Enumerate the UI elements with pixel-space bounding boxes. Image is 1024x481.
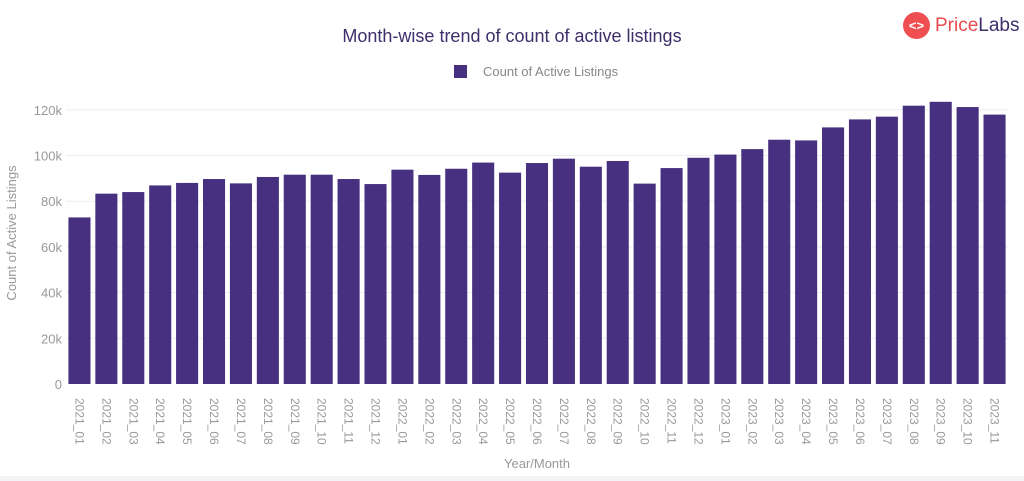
x-tick-label: 2021_11	[342, 398, 356, 444]
code-brackets-icon: <>	[903, 12, 930, 39]
legend[interactable]: Count of Active Listings	[454, 64, 618, 79]
x-tick-label: 2021_12	[369, 398, 383, 445]
bar	[822, 127, 845, 384]
bar	[687, 157, 710, 384]
x-tick-label: 2023_05	[826, 398, 840, 445]
x-tick-label: 2023_11	[988, 398, 1002, 444]
bar	[633, 183, 656, 384]
bar	[525, 163, 549, 384]
x-tick-label: 2023_08	[907, 398, 921, 445]
x-tick-label: 2022_12	[691, 398, 705, 445]
bar	[579, 166, 602, 384]
x-tick-label: 2021_08	[261, 398, 275, 445]
bar	[364, 184, 387, 384]
bar	[418, 174, 441, 384]
x-tick-label: 2022_08	[584, 398, 598, 445]
x-tick-label: 2023_09	[934, 398, 948, 445]
logo-text-labs: Labs	[978, 14, 1020, 36]
bar	[956, 107, 979, 385]
x-tick-label: 2021_07	[234, 398, 248, 445]
y-axis-label: Count of Active Listings	[4, 165, 19, 301]
x-tick-label: 2023_04	[799, 398, 813, 445]
bar	[875, 116, 898, 384]
x-tick-label: 2021_06	[207, 398, 221, 445]
x-tick-label: 2023_02	[745, 398, 759, 445]
x-tick-label: 2022_03	[449, 398, 463, 445]
bar	[283, 174, 306, 384]
y-tick-label: 60k	[41, 240, 62, 255]
bar	[95, 193, 118, 384]
x-tick-label: 2023_03	[772, 398, 786, 445]
x-tick-label: 2022_07	[557, 398, 571, 445]
x-tick-label: 2022_06	[530, 398, 544, 445]
x-tick-label: 2021_10	[315, 398, 329, 445]
bar	[660, 168, 683, 384]
x-tick-label: 2022_05	[503, 398, 517, 445]
x-tick-label: 2022_11	[665, 398, 679, 444]
y-tick-label: 20k	[41, 331, 62, 346]
x-tick-label: 2022_01	[395, 398, 409, 445]
legend-label: Count of Active Listings	[483, 64, 619, 79]
x-tick-label: 2021_04	[153, 398, 167, 445]
bar	[902, 105, 925, 384]
pricelabs-logo: <> Price Labs	[903, 12, 1020, 39]
divider	[0, 476, 1024, 481]
bar	[768, 139, 791, 384]
bar	[149, 185, 172, 384]
x-tick-label: 2023_06	[853, 398, 867, 445]
bar	[741, 149, 764, 384]
x-tick-label: 2021_03	[126, 398, 140, 445]
bar	[310, 174, 333, 384]
x-tick-label: 2023_01	[718, 398, 732, 445]
bar	[337, 179, 360, 384]
x-tick-label: 2023_07	[880, 398, 894, 445]
bar	[122, 192, 145, 384]
x-tick-label: 2022_10	[638, 398, 652, 445]
y-tick-label: 80k	[41, 194, 62, 209]
x-tick-label: 2021_01	[72, 398, 86, 445]
bar	[848, 119, 872, 384]
y-tick-label: 40k	[41, 286, 62, 301]
bar	[606, 160, 629, 384]
y-tick-label: 120k	[34, 103, 63, 118]
x-tick-label: 2021_02	[99, 398, 113, 445]
bar	[391, 169, 414, 384]
bar	[795, 140, 818, 384]
bar	[714, 154, 737, 384]
bar	[552, 158, 575, 384]
bar	[472, 162, 495, 384]
bar	[202, 179, 226, 384]
y-tick-label: 100k	[34, 149, 63, 164]
bar	[176, 182, 199, 384]
x-tick-label: 2022_02	[422, 398, 436, 445]
x-axis-label: Year/Month	[504, 456, 570, 471]
bar	[929, 101, 952, 385]
x-tick-label: 2022_04	[476, 398, 490, 445]
y-tick-label: 0	[55, 377, 62, 392]
bar	[68, 217, 91, 384]
bar	[983, 114, 1006, 384]
bar	[445, 168, 468, 384]
bar	[256, 176, 279, 384]
x-tick-label: 2022_09	[611, 398, 625, 445]
logo-text-price: Price	[935, 14, 979, 36]
legend-swatch	[454, 65, 467, 78]
x-tick-label: 2021_05	[180, 398, 194, 445]
bar	[229, 183, 252, 384]
x-tick-label: 2021_09	[288, 398, 302, 445]
chart-title: Month-wise trend of count of active list…	[342, 26, 682, 46]
bar	[499, 172, 522, 384]
x-tick-label: 2023_10	[961, 398, 975, 445]
